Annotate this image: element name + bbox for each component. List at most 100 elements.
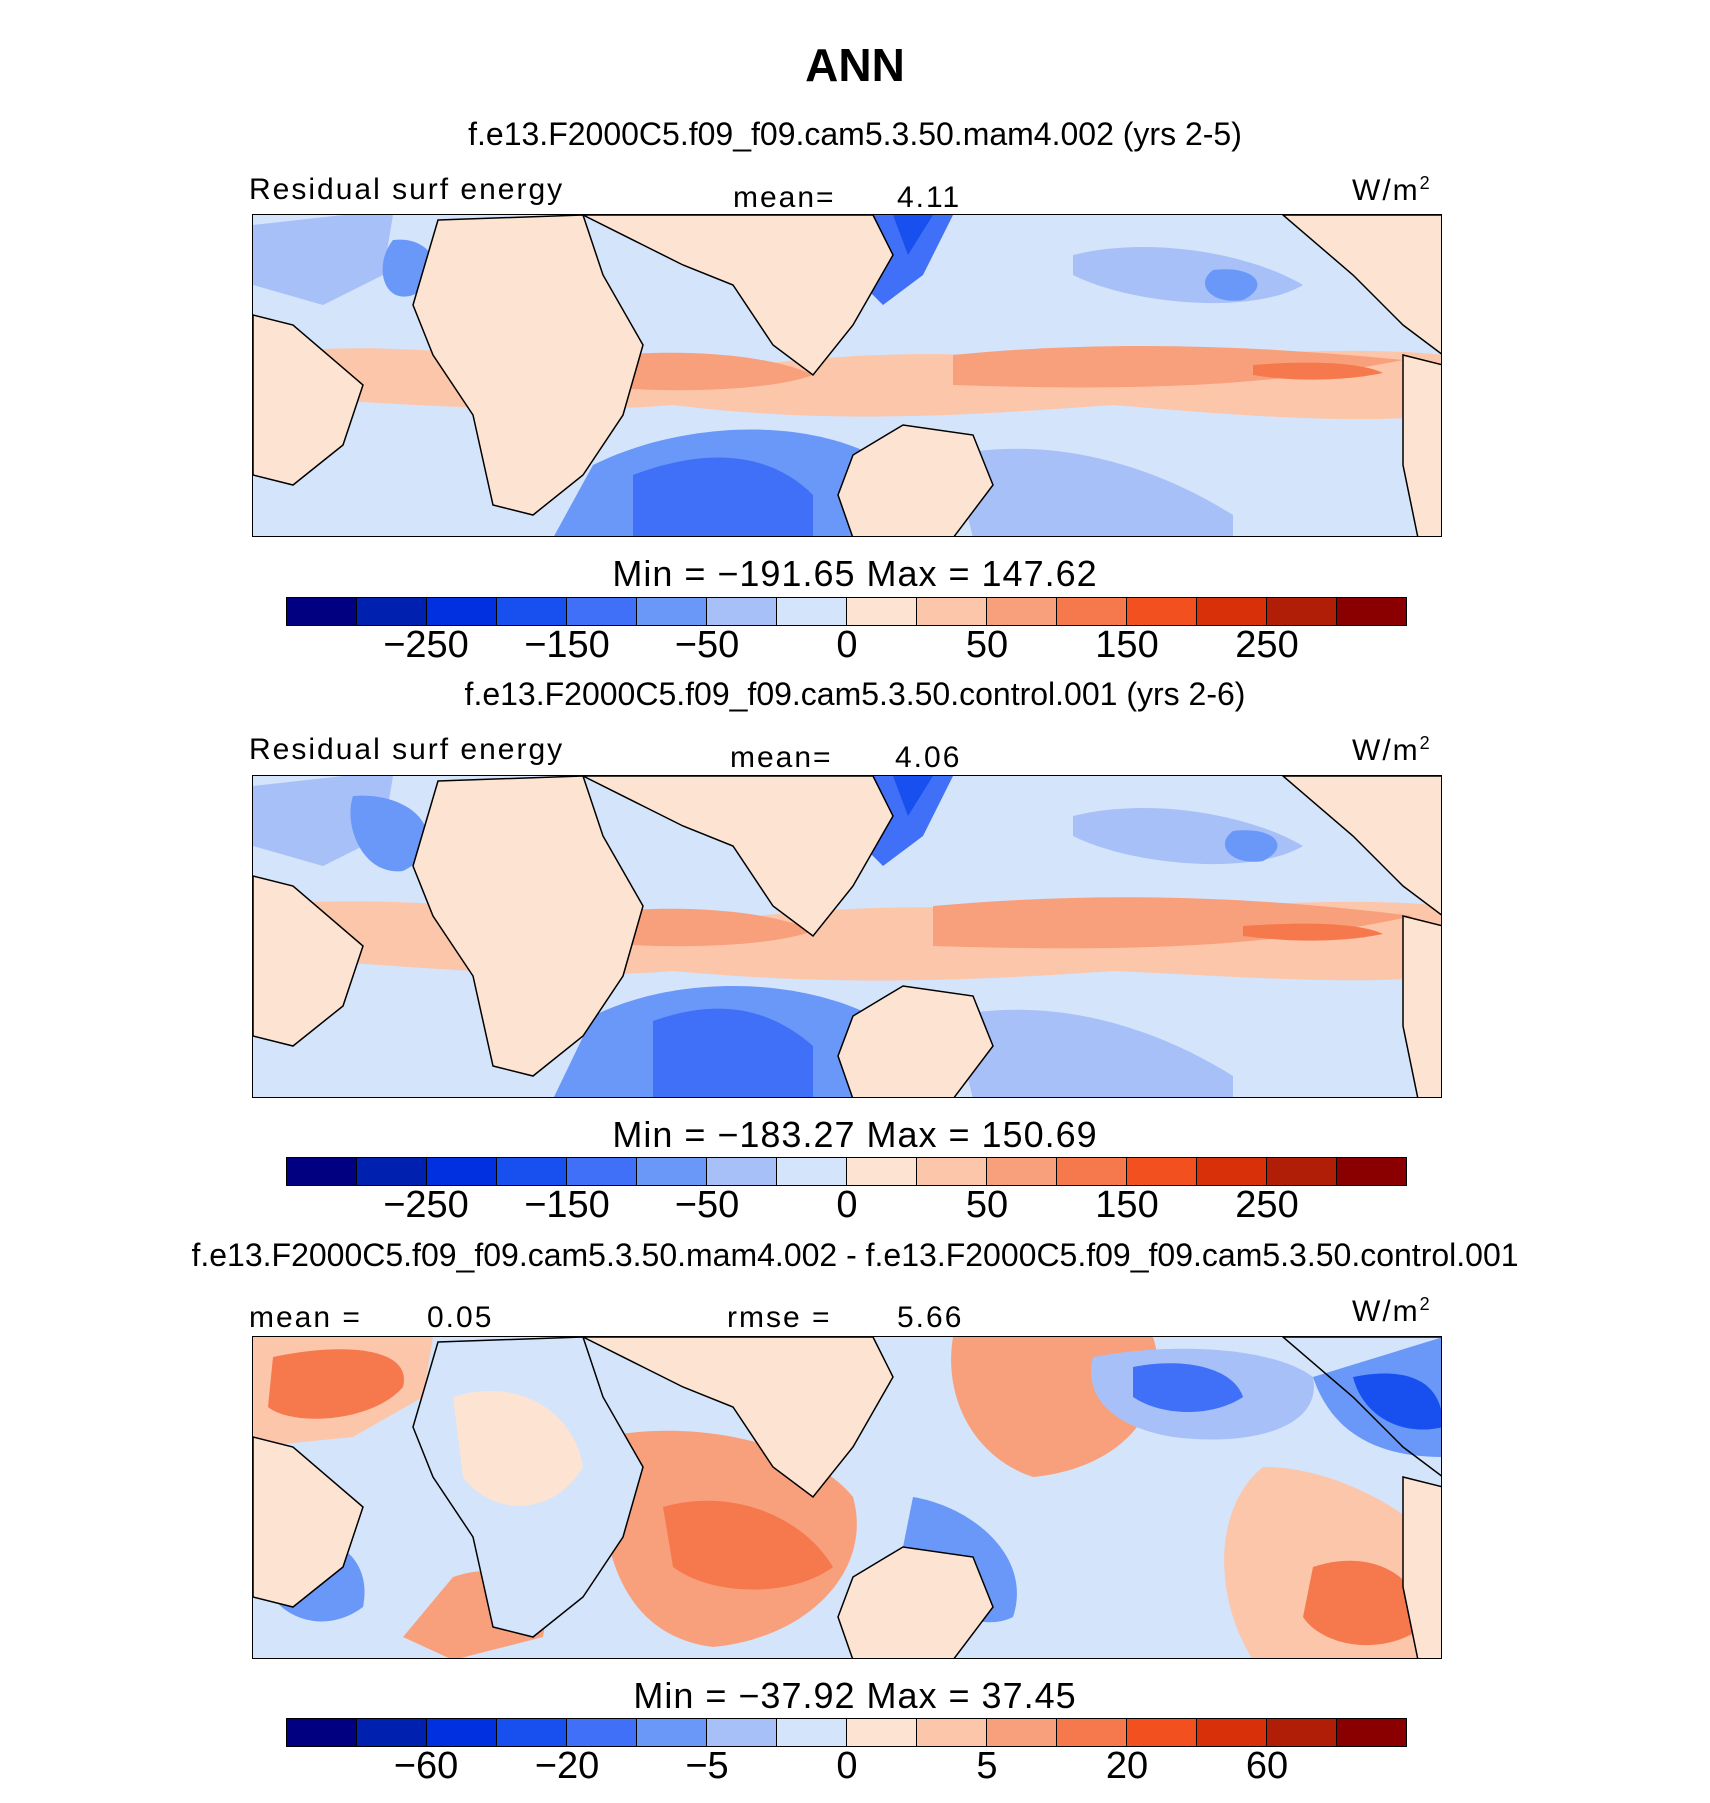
contour-cool [1353, 1373, 1441, 1430]
panel-2-units: W/m2 [1352, 733, 1432, 767]
panel-2-mean-value: 4.06 [895, 741, 962, 774]
colorbar-segment [1337, 1158, 1406, 1185]
continent-africa [412, 215, 644, 516]
panel-3-units: W/m2 [1352, 1294, 1432, 1328]
continent-australia [837, 424, 994, 536]
colorbar-segment [707, 1719, 777, 1746]
contour-cool [1133, 1363, 1243, 1412]
colorbar-tick: 50 [965, 1184, 1009, 1226]
contour-cool [1224, 830, 1278, 862]
colorbar-tick: −150 [524, 1184, 610, 1226]
colorbar-segment [1337, 1719, 1406, 1746]
colorbar-tick: 60 [1245, 1745, 1289, 1787]
colorbar-tick: −50 [674, 624, 740, 666]
colorbar-segment [357, 1719, 427, 1746]
contour-cool [253, 215, 393, 305]
colorbar-segment [357, 598, 427, 625]
colorbar-segment [1057, 1158, 1127, 1185]
colorbar-segment [917, 1158, 987, 1185]
colorbar-tick: −150 [524, 624, 610, 666]
panel-1-mean-value: 4.11 [897, 181, 962, 214]
colorbar-tick: −5 [685, 1745, 729, 1787]
panel-3-rmse-label: rmse = [727, 1301, 832, 1334]
colorbar-tick: −250 [383, 1184, 469, 1226]
colorbar-tick: 250 [1235, 624, 1299, 666]
colorbar-segment [1127, 598, 1197, 625]
colorbar-tick: −250 [383, 624, 469, 666]
contour-cool [653, 1008, 813, 1097]
panel-2-mean-label: mean= [730, 741, 833, 774]
colorbar-segment [917, 1719, 987, 1746]
panel-3-map [252, 1336, 1442, 1659]
contour-cool [350, 795, 428, 872]
continent-south-america-west [253, 875, 364, 1047]
colorbar-segment [1337, 598, 1406, 625]
contour-cool [953, 448, 1233, 536]
colorbar-segment [917, 598, 987, 625]
colorbar-segment [357, 1158, 427, 1185]
panel-1-units: W/m2 [1352, 173, 1432, 207]
contour-cool [893, 215, 933, 255]
panel-3-mean-label: mean = [249, 1301, 362, 1334]
colorbar-segment [1127, 1719, 1197, 1746]
panel-1-variable-label: Residual surf energy [249, 173, 565, 206]
panel-3-title: f.e13.F2000C5.f09_f09.cam5.3.50.mam4.002… [191, 1237, 1519, 1273]
colorbar-segment [987, 598, 1057, 625]
panel-3-mean-value: 0.05 [427, 1301, 494, 1334]
colorbar-segment [637, 1158, 707, 1185]
panel-3-minmax: Min = −37.92 Max = 37.45 [633, 1675, 1077, 1716]
colorbar-segment [287, 1158, 357, 1185]
colorbar-segment [567, 1158, 637, 1185]
colorbar-tick: 150 [1095, 624, 1159, 666]
colorbar-segment [847, 598, 917, 625]
colorbar-segment [1267, 1158, 1337, 1185]
colorbar-segment [1267, 1719, 1337, 1746]
colorbar-segment [427, 1158, 497, 1185]
panel-1-colorbar [286, 597, 1407, 626]
colorbar-tick: 0 [836, 624, 858, 666]
colorbar-segment [567, 1719, 637, 1746]
continent-africa [412, 776, 644, 1077]
continent-americas [1281, 1337, 1441, 1477]
continent-asia [582, 215, 894, 377]
panel-2-minmax: Min = −183.27 Max = 150.69 [612, 1114, 1098, 1155]
contour-cool [953, 1009, 1233, 1097]
contour-warm [268, 1349, 404, 1419]
colorbar-tick: 5 [976, 1745, 998, 1787]
colorbar-segment [707, 1158, 777, 1185]
colorbar-segment [287, 598, 357, 625]
colorbar-segment [1057, 1719, 1127, 1746]
figure-title: ANN [805, 39, 905, 91]
continent-australia [837, 985, 994, 1097]
colorbar-tick: 0 [836, 1184, 858, 1226]
panel-2-map [252, 775, 1442, 1098]
colorbar-segment [847, 1158, 917, 1185]
continent-americas [1281, 215, 1441, 355]
colorbar-tick: 150 [1095, 1184, 1159, 1226]
colorbar-segment [497, 598, 567, 625]
continent-south-america-west [253, 1436, 364, 1608]
contour-warm [1303, 1560, 1423, 1646]
panel-1-mean-label: mean= [733, 181, 836, 214]
panel-1-title: f.e13.F2000C5.f09_f09.cam5.3.50.mam4.002… [468, 116, 1242, 152]
colorbar-segment [567, 598, 637, 625]
contour-warm [663, 1500, 833, 1590]
continent-australia [837, 1546, 994, 1658]
colorbar-tick: 50 [965, 624, 1009, 666]
colorbar-segment [987, 1719, 1057, 1746]
colorbar-tick: −20 [534, 1745, 600, 1787]
panel-1-minmax: Min = −191.65 Max = 147.62 [612, 553, 1098, 594]
colorbar-segment [427, 1719, 497, 1746]
colorbar-tick: 0 [836, 1745, 858, 1787]
colorbar-segment [1127, 1158, 1197, 1185]
panel-2-title: f.e13.F2000C5.f09_f09.cam5.3.50.control.… [464, 676, 1246, 712]
colorbar-segment [637, 598, 707, 625]
contour-warm [1253, 362, 1383, 380]
colorbar-segment [1197, 1719, 1267, 1746]
contour-cool [633, 457, 813, 536]
colorbar-segment [427, 598, 497, 625]
contour-cool [1204, 269, 1258, 301]
colorbar-segment [1057, 598, 1127, 625]
continent-africa-anomaly [453, 1390, 583, 1506]
colorbar-tick: −60 [393, 1745, 459, 1787]
